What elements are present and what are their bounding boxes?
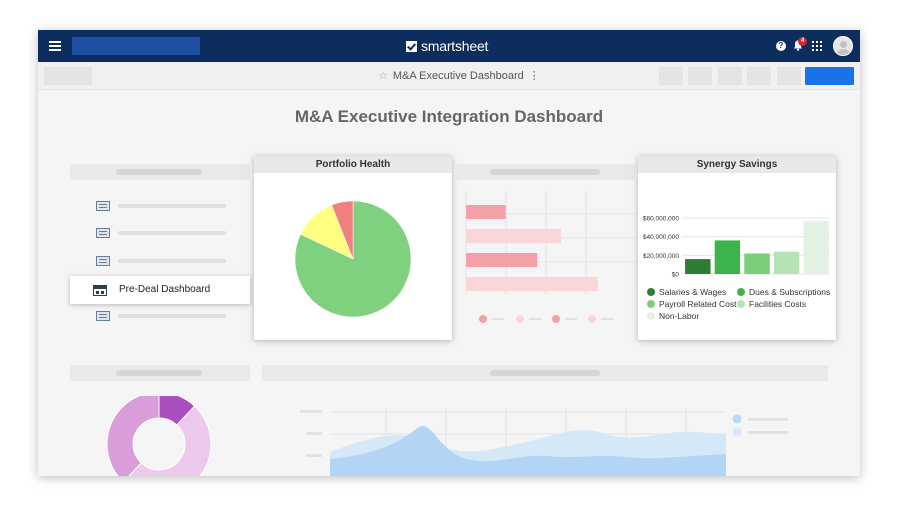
legend-dot bbox=[737, 288, 745, 296]
legend-item-dues: Dues & Subscriptions bbox=[737, 287, 830, 297]
faded-donut-chart bbox=[106, 396, 212, 476]
bar-4 bbox=[803, 220, 829, 274]
dashboard-icon bbox=[93, 285, 107, 296]
legend-dot bbox=[479, 315, 487, 323]
sheet-icon bbox=[96, 228, 110, 238]
legend-line bbox=[601, 318, 613, 320]
dashboard-title: M&A Executive Integration Dashboard bbox=[294, 107, 604, 126]
sidebar-item-placeholder[interactable] bbox=[118, 204, 226, 208]
legend-item-facilities: Facilities Costs bbox=[737, 299, 806, 309]
brand-name: smartsheet bbox=[421, 38, 489, 54]
y-tick-placeholder bbox=[300, 410, 322, 413]
legend-item-salaries: Salaries & Wages bbox=[647, 287, 726, 297]
widget-title: Portfolio Health bbox=[254, 156, 452, 173]
legend-dot bbox=[552, 315, 560, 323]
legend-dot bbox=[737, 300, 745, 308]
legend-label: Non-Labor bbox=[659, 311, 700, 321]
legend-label: Dues & Subscriptions bbox=[749, 287, 831, 297]
donut-slice-2 bbox=[106, 396, 160, 476]
sidebar-item-placeholder[interactable] bbox=[118, 314, 226, 318]
portfolio-health-widget[interactable]: Portfolio Health bbox=[254, 156, 452, 340]
y-tick-label: $20,000,000 bbox=[643, 253, 680, 260]
more-options-icon[interactable]: ⋮ bbox=[528, 70, 540, 82]
bar-header-placeholder bbox=[490, 169, 600, 175]
app-window: smartsheet ? 4 ☆ M&A Executive Dashboard… bbox=[38, 30, 860, 476]
sheet-toolbar: ☆ M&A Executive Dashboard ⋮ bbox=[38, 62, 860, 90]
favorite-star-icon[interactable]: ☆ bbox=[378, 70, 388, 82]
hbar-2 bbox=[466, 253, 538, 267]
bar-3 bbox=[773, 251, 800, 274]
toolbar-button-5[interactable] bbox=[777, 67, 801, 85]
y-tick-placeholder bbox=[306, 432, 322, 435]
sidebar-item-placeholder[interactable] bbox=[118, 231, 226, 235]
app-launcher-icon[interactable] bbox=[812, 41, 822, 51]
area-header-placeholder bbox=[490, 370, 600, 376]
portfolio-health-pie-chart bbox=[294, 200, 412, 318]
y-tick-label: $40,000,000 bbox=[643, 234, 680, 241]
synergy-savings-bar-chart: $60,000,000 $40,000,000 $20,000,000 $0 bbox=[643, 216, 830, 279]
toolbar-button-4[interactable] bbox=[747, 67, 771, 85]
widget-title: Synergy Savings bbox=[638, 156, 836, 173]
sidebar-item-label: Pre-Deal Dashboard bbox=[119, 284, 211, 295]
legend-dot bbox=[647, 300, 655, 308]
legend-label: Payroll Related Cost bbox=[659, 299, 737, 309]
legend-item-non-labor: Non-Labor bbox=[647, 311, 699, 321]
legend-line bbox=[529, 318, 541, 320]
sidebar-item-placeholder[interactable] bbox=[118, 259, 226, 263]
toolbar-button-2[interactable] bbox=[688, 67, 712, 85]
legend-dot bbox=[732, 427, 742, 437]
brand-logo[interactable]: smartsheet bbox=[406, 38, 488, 54]
legend-line bbox=[565, 318, 577, 320]
y-tick-placeholder bbox=[306, 454, 322, 457]
search-input[interactable] bbox=[72, 37, 200, 55]
toolbar-button-1[interactable] bbox=[659, 67, 683, 85]
sheet-title: M&A Executive Dashboard bbox=[392, 69, 524, 82]
faded-area-chart bbox=[300, 408, 726, 476]
smartsheet-check-icon bbox=[406, 40, 417, 52]
legend-line bbox=[748, 418, 788, 421]
synergy-savings-widget[interactable]: Synergy Savings $60,000,000 $40,000,000 $2… bbox=[638, 156, 836, 340]
synergy-legend: Salaries & Wages Dues & Subscriptions Pa… bbox=[638, 156, 836, 340]
bar-0 bbox=[685, 259, 711, 274]
y-tick-label: $0 bbox=[672, 272, 680, 279]
legend-label: Facilities Costs bbox=[749, 299, 807, 309]
toolbar-button-3[interactable] bbox=[718, 67, 742, 85]
hbar-3 bbox=[466, 277, 598, 291]
pie-slice-0 bbox=[294, 200, 412, 318]
legend-dot bbox=[647, 288, 655, 296]
legend-dot bbox=[588, 315, 596, 323]
bar-2 bbox=[744, 253, 770, 274]
sheet-icon bbox=[96, 201, 110, 211]
hbar-1 bbox=[466, 229, 562, 243]
area-series-front bbox=[330, 426, 726, 476]
y-tick-label: $60,000,000 bbox=[643, 216, 680, 223]
faded-bar-legend bbox=[479, 315, 613, 323]
hbar-0 bbox=[466, 205, 506, 219]
share-button[interactable] bbox=[805, 67, 854, 85]
legend-line bbox=[748, 431, 788, 434]
sheet-icon bbox=[96, 311, 110, 321]
faded-bar-chart bbox=[465, 190, 636, 294]
legend-dot bbox=[647, 312, 655, 320]
legend-dot bbox=[516, 315, 524, 323]
area-legend bbox=[732, 414, 788, 437]
sheet-title-area: ☆ M&A Executive Dashboard ⋮ bbox=[378, 69, 540, 83]
sidebar-header-placeholder bbox=[116, 169, 202, 175]
hamburger-menu-icon[interactable] bbox=[49, 41, 61, 51]
sidebar-item-pre-deal-dashboard[interactable]: Pre-Deal Dashboard bbox=[70, 276, 250, 304]
notification-badge: 4 bbox=[798, 37, 807, 46]
pie-slice-2 bbox=[331, 200, 354, 260]
legend-dot bbox=[732, 414, 742, 424]
toolbar-left-button[interactable] bbox=[44, 67, 92, 85]
legend-line bbox=[492, 318, 504, 320]
donut-header-placeholder bbox=[116, 370, 202, 376]
top-navigation-bar: smartsheet ? 4 bbox=[38, 30, 860, 62]
bar-1 bbox=[714, 240, 741, 274]
sheet-icon bbox=[96, 256, 110, 266]
legend-item-payroll: Payroll Related Cost bbox=[647, 299, 736, 309]
help-icon[interactable]: ? bbox=[776, 41, 786, 51]
avatar[interactable] bbox=[833, 36, 853, 56]
legend-label: Salaries & Wages bbox=[659, 287, 727, 297]
donut-slice-1 bbox=[128, 405, 212, 476]
